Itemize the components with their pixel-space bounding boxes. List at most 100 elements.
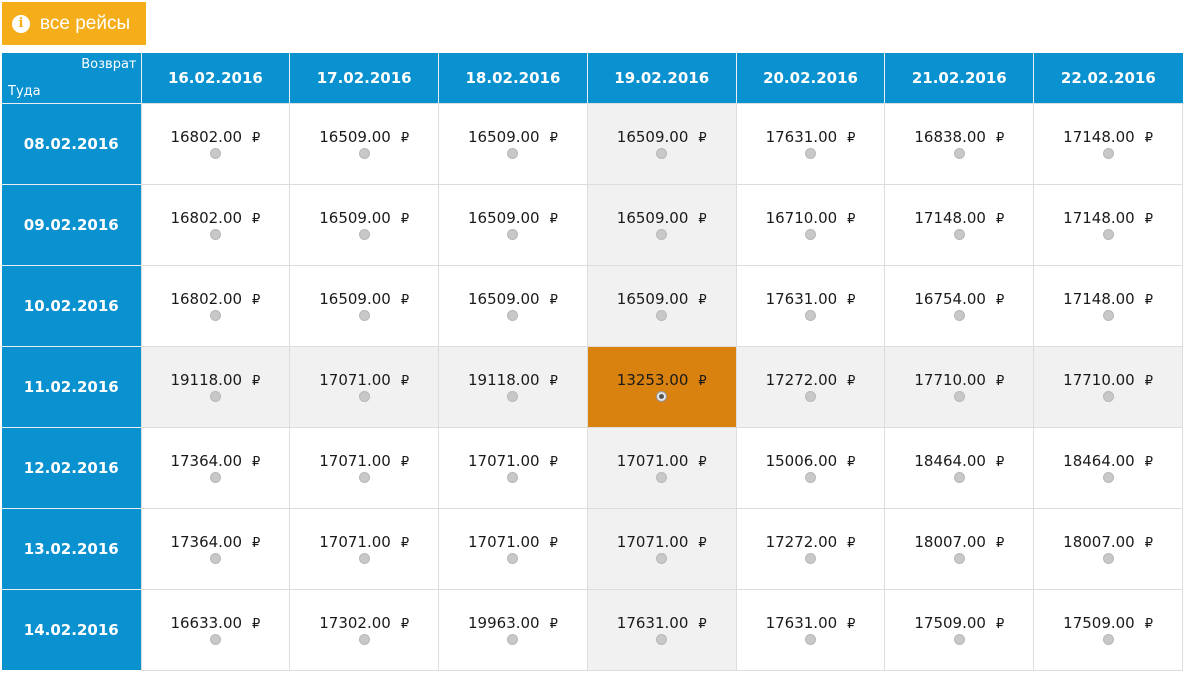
fare-cell[interactable]: 17148.00 ₽: [1033, 102, 1183, 185]
fare-radio[interactable]: [805, 634, 817, 645]
fare-radio[interactable]: [358, 472, 370, 483]
fare-radio[interactable]: [1102, 472, 1114, 483]
fare-cell[interactable]: 16754.00 ₽: [884, 264, 1035, 347]
fare-cell[interactable]: 17509.00 ₽: [884, 588, 1035, 671]
fare-radio[interactable]: [656, 310, 668, 321]
fare-radio[interactable]: [358, 310, 370, 321]
fare-cell[interactable]: 19118.00 ₽: [140, 345, 291, 428]
fare-cell[interactable]: 16509.00 ₽: [438, 264, 588, 347]
all-flights-button[interactable]: i все рейсы: [2, 2, 146, 45]
fare-radio[interactable]: [209, 391, 221, 402]
fare-radio[interactable]: [358, 553, 370, 564]
fare-cell[interactable]: 17148.00 ₽: [884, 183, 1035, 266]
fare-cell[interactable]: 17272.00 ₽: [735, 507, 886, 590]
fare-radio[interactable]: [507, 472, 519, 483]
fare-cell[interactable]: 18464.00 ₽: [1033, 426, 1183, 509]
fare-cell[interactable]: 18007.00 ₽: [884, 507, 1035, 590]
fare-cell[interactable]: 17302.00 ₽: [289, 588, 440, 671]
fare-cell[interactable]: 16509.00 ₽: [586, 264, 737, 347]
fare-cell[interactable]: 17071.00 ₽: [289, 426, 440, 509]
fare-cell[interactable]: 19963.00 ₽: [438, 588, 588, 671]
fare-cell[interactable]: 17071.00 ₽: [438, 426, 588, 509]
fare-radio[interactable]: [953, 634, 965, 645]
fare-radio[interactable]: [656, 553, 668, 564]
fare-radio[interactable]: [507, 310, 519, 321]
fare-cell[interactable]: 17631.00 ₽: [735, 264, 886, 347]
fare-cell[interactable]: 19118.00 ₽: [438, 345, 588, 428]
fare-radio[interactable]: [953, 553, 965, 564]
fare-radio[interactable]: [805, 553, 817, 564]
fare-cell[interactable]: 17710.00 ₽: [884, 345, 1035, 428]
fare-radio[interactable]: [656, 229, 668, 240]
fare-cell[interactable]: 15006.00 ₽: [735, 426, 886, 509]
fare-radio[interactable]: [209, 553, 221, 564]
fare-radio[interactable]: [1102, 148, 1114, 159]
fare-radio[interactable]: [805, 148, 817, 159]
fare-radio[interactable]: [656, 391, 668, 402]
fare-cell[interactable]: 17631.00 ₽: [586, 588, 737, 671]
fare-cell[interactable]: 17509.00 ₽: [1033, 588, 1183, 671]
fare-cell[interactable]: 17071.00 ₽: [289, 345, 440, 428]
fare-radio[interactable]: [1102, 553, 1114, 564]
fare-radio[interactable]: [805, 391, 817, 402]
fare-cell[interactable]: 16633.00 ₽: [140, 588, 291, 671]
fare-cell[interactable]: 17364.00 ₽: [140, 426, 291, 509]
fare-radio[interactable]: [953, 229, 965, 240]
fare-radio[interactable]: [209, 310, 221, 321]
fare-radio[interactable]: [358, 634, 370, 645]
fare-cell[interactable]: 17071.00 ₽: [289, 507, 440, 590]
fare-cell[interactable]: 17272.00 ₽: [735, 345, 886, 428]
fare-radio[interactable]: [953, 310, 965, 321]
fare-cell[interactable]: 17071.00 ₽: [438, 507, 588, 590]
fare-radio[interactable]: [1102, 634, 1114, 645]
fare-radio[interactable]: [507, 634, 519, 645]
fare-radio[interactable]: [953, 148, 965, 159]
fare-cell[interactable]: 17710.00 ₽: [1033, 345, 1183, 428]
fare-radio[interactable]: [953, 391, 965, 402]
fare-cell[interactable]: 16509.00 ₽: [289, 183, 440, 266]
fare-radio[interactable]: [358, 391, 370, 402]
fare-radio[interactable]: [953, 472, 965, 483]
fare-cell[interactable]: 17148.00 ₽: [1033, 264, 1183, 347]
fare-cell[interactable]: 16802.00 ₽: [140, 183, 291, 266]
fare-radio[interactable]: [358, 148, 370, 159]
fare-cell[interactable]: 18007.00 ₽: [1033, 507, 1183, 590]
fare-cell[interactable]: 18464.00 ₽: [884, 426, 1035, 509]
fare-cell[interactable]: 17364.00 ₽: [140, 507, 291, 590]
fare-radio[interactable]: [507, 148, 519, 159]
fare-cell[interactable]: 17071.00 ₽: [586, 507, 737, 590]
fare-radio[interactable]: [1102, 391, 1114, 402]
fare-price: 16509.00: [616, 290, 689, 308]
fare-radio[interactable]: [507, 229, 519, 240]
fare-radio[interactable]: [209, 634, 221, 645]
fare-cell[interactable]: 16838.00 ₽: [884, 102, 1035, 185]
fare-cell[interactable]: 16509.00 ₽: [289, 102, 440, 185]
fare-cell[interactable]: 16802.00 ₽: [140, 102, 291, 185]
fare-radio[interactable]: [209, 229, 221, 240]
fare-cell[interactable]: 16509.00 ₽: [438, 102, 588, 185]
fare-cell[interactable]: 17071.00 ₽: [586, 426, 737, 509]
fare-radio[interactable]: [1102, 310, 1114, 321]
fare-cell[interactable]: 16509.00 ₽: [289, 264, 440, 347]
fare-cell[interactable]: 17631.00 ₽: [735, 588, 886, 671]
fare-cell[interactable]: 13253.00 ₽: [586, 345, 737, 428]
fare-cell[interactable]: 17148.00 ₽: [1033, 183, 1183, 266]
fare-radio[interactable]: [656, 148, 668, 159]
fare-radio[interactable]: [209, 148, 221, 159]
fare-radio[interactable]: [656, 472, 668, 483]
fare-radio[interactable]: [805, 229, 817, 240]
fare-radio[interactable]: [1102, 229, 1114, 240]
fare-cell[interactable]: 16509.00 ₽: [586, 102, 737, 185]
fare-cell[interactable]: 16802.00 ₽: [140, 264, 291, 347]
fare-radio[interactable]: [507, 391, 519, 402]
fare-cell[interactable]: 16710.00 ₽: [735, 183, 886, 266]
fare-radio[interactable]: [805, 472, 817, 483]
fare-cell[interactable]: 16509.00 ₽: [586, 183, 737, 266]
fare-radio[interactable]: [507, 553, 519, 564]
fare-cell[interactable]: 17631.00 ₽: [735, 102, 886, 185]
fare-radio[interactable]: [358, 229, 370, 240]
fare-radio[interactable]: [805, 310, 817, 321]
fare-radio[interactable]: [209, 472, 221, 483]
fare-radio[interactable]: [656, 634, 668, 645]
fare-cell[interactable]: 16509.00 ₽: [438, 183, 588, 266]
